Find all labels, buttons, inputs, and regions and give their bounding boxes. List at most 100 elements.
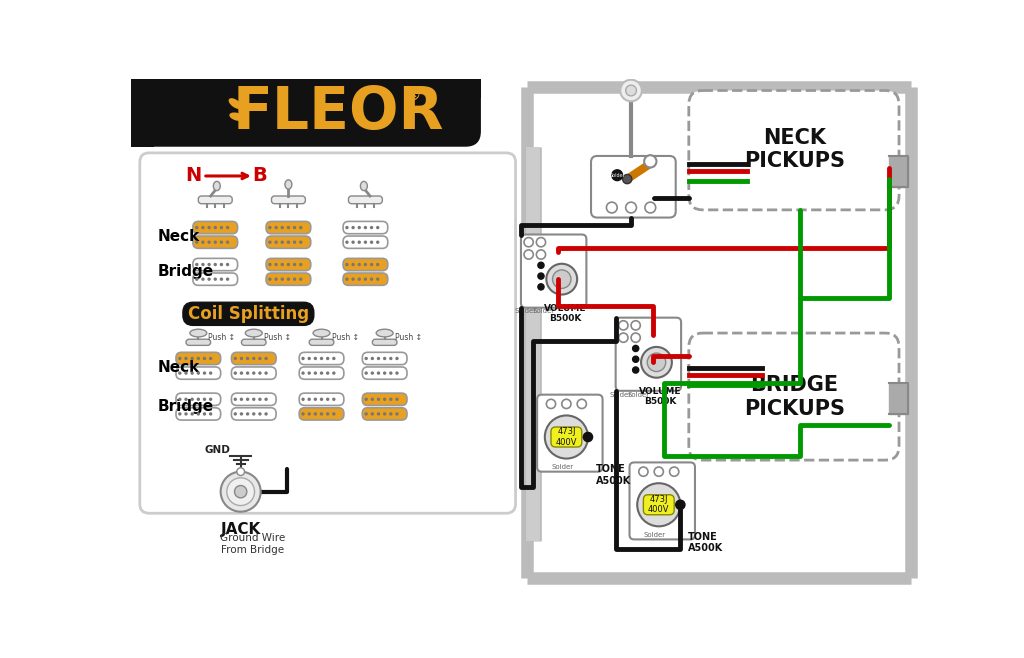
Circle shape (208, 278, 211, 281)
Circle shape (220, 226, 223, 229)
Bar (131, 79, 481, 98)
Circle shape (301, 371, 305, 375)
Circle shape (281, 263, 284, 266)
Circle shape (313, 371, 317, 375)
FancyBboxPatch shape (362, 393, 407, 405)
Circle shape (553, 270, 571, 288)
Circle shape (626, 85, 637, 96)
Circle shape (226, 241, 229, 244)
Circle shape (208, 226, 211, 229)
Circle shape (252, 371, 255, 375)
Circle shape (233, 412, 237, 416)
Text: NECK
PICKUPS: NECK PICKUPS (743, 128, 845, 171)
Circle shape (370, 263, 374, 266)
Circle shape (357, 263, 360, 266)
Circle shape (281, 226, 284, 229)
Circle shape (246, 371, 249, 375)
Circle shape (246, 357, 249, 360)
Ellipse shape (189, 329, 207, 337)
Circle shape (234, 486, 247, 498)
Circle shape (645, 202, 655, 213)
FancyBboxPatch shape (231, 393, 276, 405)
Circle shape (319, 412, 324, 416)
Circle shape (190, 397, 194, 401)
Ellipse shape (360, 182, 368, 191)
Circle shape (319, 397, 324, 401)
Circle shape (197, 397, 200, 401)
Circle shape (547, 399, 556, 409)
Text: Bridge: Bridge (158, 399, 214, 414)
Circle shape (351, 241, 354, 244)
Circle shape (258, 371, 261, 375)
Circle shape (351, 226, 354, 229)
Circle shape (264, 357, 267, 360)
Circle shape (332, 371, 336, 375)
Polygon shape (889, 383, 908, 414)
Circle shape (203, 371, 206, 375)
FancyBboxPatch shape (348, 196, 382, 204)
Circle shape (301, 412, 305, 416)
Circle shape (364, 278, 367, 281)
Circle shape (287, 263, 290, 266)
FancyBboxPatch shape (186, 340, 211, 345)
FancyBboxPatch shape (343, 273, 388, 286)
Circle shape (395, 412, 398, 416)
FancyBboxPatch shape (231, 367, 276, 379)
Bar (131, 79, 154, 147)
Circle shape (264, 371, 267, 375)
Circle shape (332, 412, 336, 416)
Circle shape (307, 371, 311, 375)
Circle shape (633, 367, 639, 373)
Circle shape (618, 320, 628, 330)
Text: Neck: Neck (158, 229, 200, 244)
Text: Bridge: Bridge (158, 264, 214, 279)
FancyBboxPatch shape (266, 221, 310, 234)
Circle shape (258, 412, 261, 416)
Circle shape (178, 397, 181, 401)
Circle shape (246, 397, 249, 401)
Text: Push ↕: Push ↕ (332, 333, 358, 342)
Text: ®: ® (403, 86, 422, 103)
Text: VOLUME
B500K: VOLUME B500K (545, 304, 587, 323)
Text: BRIDGE
PICKUPS: BRIDGE PICKUPS (743, 375, 845, 418)
Circle shape (209, 412, 212, 416)
Circle shape (389, 357, 392, 360)
Ellipse shape (228, 98, 242, 109)
Circle shape (371, 412, 374, 416)
Circle shape (319, 371, 324, 375)
Circle shape (252, 357, 255, 360)
Ellipse shape (238, 101, 247, 115)
Circle shape (637, 483, 680, 526)
Circle shape (240, 357, 243, 360)
Circle shape (196, 263, 199, 266)
FancyBboxPatch shape (551, 427, 582, 447)
Circle shape (332, 357, 336, 360)
Text: VOLUME
B500K: VOLUME B500K (639, 387, 682, 407)
Circle shape (184, 412, 187, 416)
Circle shape (264, 397, 267, 401)
Text: Solder: Solder (552, 464, 573, 470)
Circle shape (371, 397, 374, 401)
FancyBboxPatch shape (299, 408, 344, 420)
Circle shape (268, 278, 271, 281)
Circle shape (370, 226, 374, 229)
Circle shape (345, 241, 348, 244)
Circle shape (332, 397, 336, 401)
Circle shape (226, 226, 229, 229)
Circle shape (214, 226, 217, 229)
Circle shape (293, 278, 296, 281)
Circle shape (196, 226, 199, 229)
Circle shape (376, 226, 380, 229)
Circle shape (319, 357, 324, 360)
Circle shape (209, 357, 212, 360)
FancyBboxPatch shape (176, 367, 220, 379)
Text: Push ↕: Push ↕ (264, 333, 291, 342)
Circle shape (633, 356, 639, 363)
Circle shape (545, 415, 588, 459)
FancyBboxPatch shape (309, 340, 334, 345)
Circle shape (606, 202, 617, 213)
Circle shape (351, 263, 354, 266)
Circle shape (621, 80, 642, 101)
FancyBboxPatch shape (630, 463, 695, 540)
FancyBboxPatch shape (643, 495, 674, 515)
